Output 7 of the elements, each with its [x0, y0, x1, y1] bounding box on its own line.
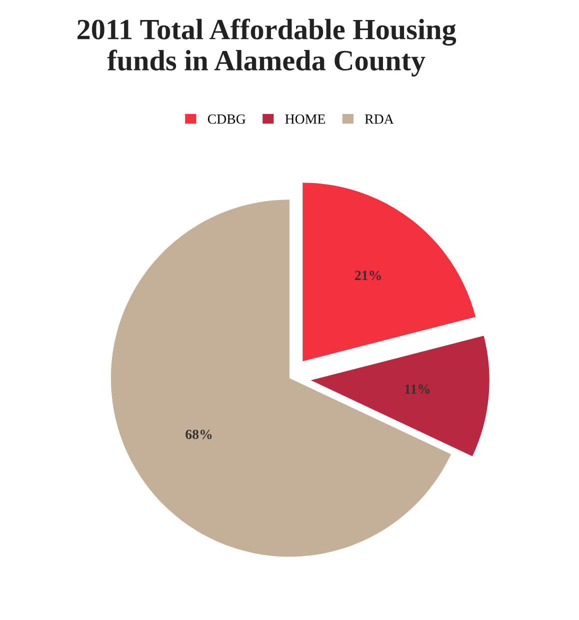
legend-label: CDBG	[208, 114, 246, 124]
legend-label: RDA	[364, 114, 394, 124]
data-label: 11%	[405, 384, 430, 394]
legend-label: HOME	[285, 114, 325, 124]
chart-title: 2011 Total Affordable Housing funds in Alameda County	[78, 18, 456, 77]
data-label: 21%	[354, 270, 381, 280]
data-label: 68%	[186, 430, 212, 440]
